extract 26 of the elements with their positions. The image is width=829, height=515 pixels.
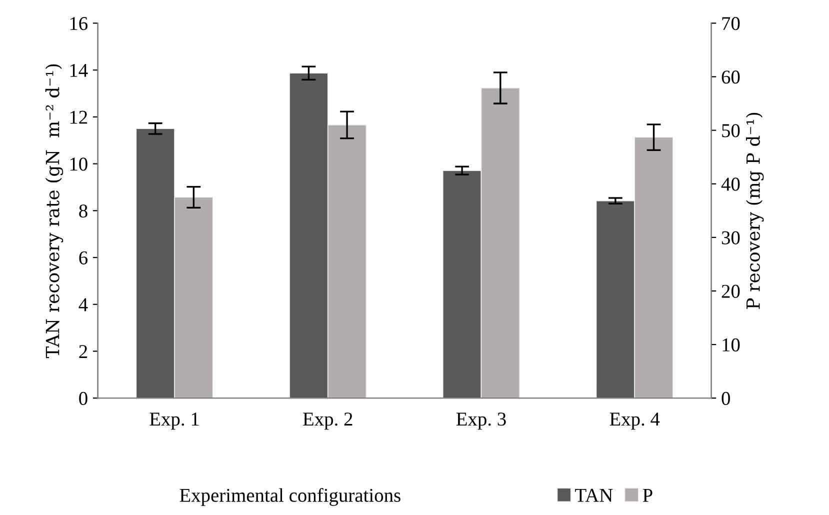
y2-tick-label: 0 [722, 392, 730, 406]
x-tick-label: Exp. 2 [303, 412, 352, 430]
legend-label: P [642, 488, 652, 502]
y-tick-label: 14 [70, 64, 88, 77]
y2-tick-label: 40 [721, 178, 740, 191]
y2-tick-label: 70 [722, 16, 740, 30]
y-tick-label: 2 [79, 345, 88, 358]
x-axis-title: Experimental configurations [180, 488, 400, 506]
y-tick-label: 0 [79, 392, 88, 406]
legend-label: TAN [575, 488, 613, 502]
y-tick-label: 10 [70, 158, 88, 171]
x-tick-label: Exp. 1 [150, 412, 199, 430]
y2-tick-label: 10 [722, 338, 740, 352]
x-tick-label: Exp. 3 [456, 412, 506, 430]
y-axis-title: TAN recovery rate (gN m⁻² d⁻¹) [45, 64, 64, 358]
y-tick-label: 8 [79, 204, 88, 218]
y-tick-label: 4 [78, 298, 88, 312]
y2-axis-title: P recovery (mg P d⁻¹) [746, 112, 764, 309]
y2-tick-label: 30 [722, 231, 740, 244]
y-tick-label: 12 [70, 110, 88, 124]
x-tick-label: Exp. 4 [610, 412, 660, 430]
y2-tick-label: 60 [722, 70, 740, 84]
y2-tick-label: 20 [722, 284, 740, 298]
y-tick-label: 6 [79, 251, 88, 264]
y2-tick-label: 50 [722, 124, 740, 138]
y-tick-label: 16 [70, 17, 88, 30]
